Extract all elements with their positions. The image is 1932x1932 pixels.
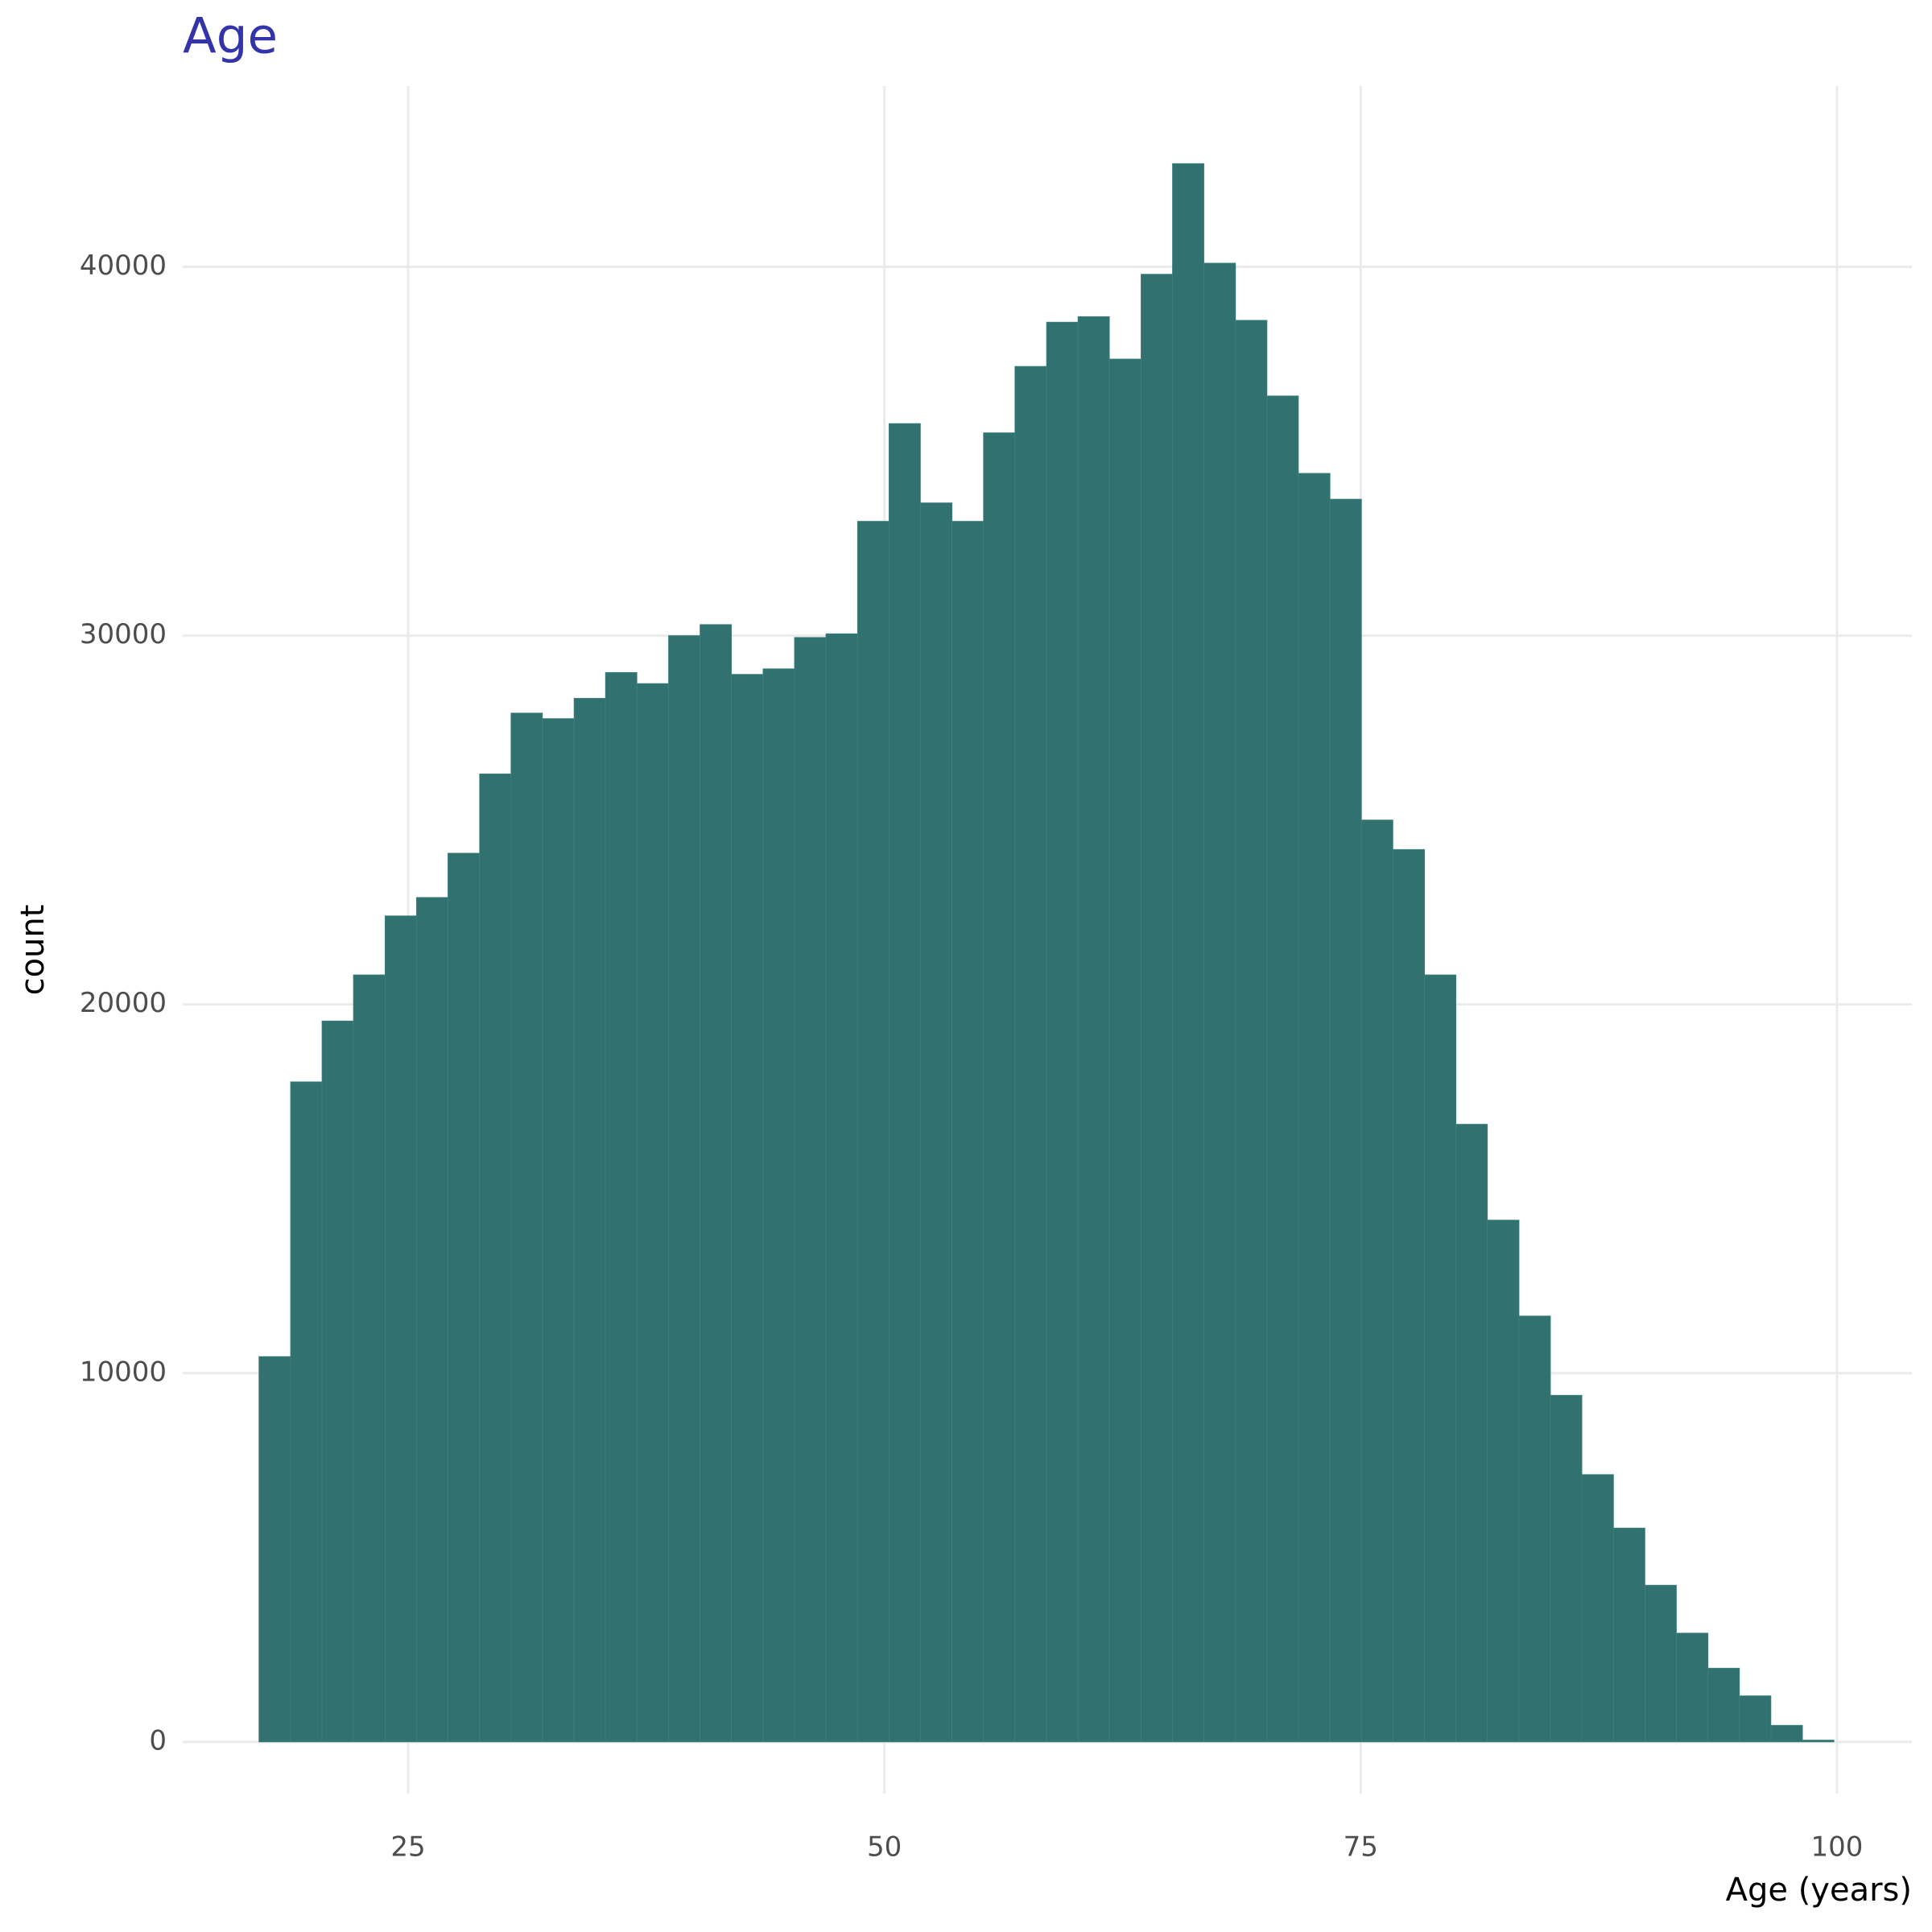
bar (1612, 1527, 1645, 1743)
bar (1077, 316, 1110, 1743)
bar (1581, 1474, 1614, 1743)
bar (1424, 974, 1457, 1743)
bar (415, 897, 448, 1743)
bar (794, 637, 827, 1743)
x-tick-label: 75 (1344, 1831, 1378, 1864)
chart-title: Age (183, 8, 278, 65)
bar (1455, 1124, 1488, 1743)
bar (1203, 262, 1236, 1743)
bar (1172, 163, 1204, 1743)
bar (1014, 365, 1047, 1743)
bar (479, 773, 512, 1743)
y-axis-title: count (14, 905, 52, 996)
y-tick-label: 40000 (80, 250, 167, 282)
bar (1518, 1315, 1551, 1743)
bar (1235, 320, 1268, 1743)
y-tick-label: 20000 (80, 987, 167, 1019)
y-tick-label: 10000 (80, 1356, 167, 1388)
bar (1487, 1220, 1520, 1743)
bar (290, 1081, 323, 1743)
y-tick-label: 0 (149, 1724, 167, 1757)
bar (825, 633, 858, 1743)
bar (762, 668, 795, 1743)
bar (1360, 819, 1393, 1743)
bar (448, 852, 481, 1743)
bar (1645, 1584, 1677, 1743)
bar (636, 683, 669, 1743)
bar (1266, 395, 1299, 1743)
bar (384, 915, 417, 1743)
bar (857, 521, 890, 1743)
bar (983, 432, 1016, 1743)
bar (1298, 473, 1331, 1743)
bar (888, 423, 921, 1743)
bar (510, 712, 543, 1743)
x-axis-title: Age (years) (1726, 1872, 1912, 1909)
bar (952, 521, 985, 1743)
bar (1770, 1724, 1803, 1743)
bar (919, 502, 953, 1743)
bar (1676, 1633, 1709, 1743)
bar (1392, 848, 1426, 1743)
bar (1802, 1740, 1835, 1743)
bar (1329, 498, 1362, 1743)
bar (700, 624, 733, 1743)
bar (1108, 358, 1141, 1743)
y-tick-label: 30000 (80, 618, 167, 650)
bar (573, 698, 606, 1743)
x-tick-label: 50 (867, 1831, 902, 1864)
bar (542, 718, 575, 1743)
bar (1707, 1667, 1740, 1743)
bar (1739, 1695, 1772, 1743)
bar (605, 671, 638, 1743)
bar (668, 635, 700, 1743)
x-tick-label: 25 (390, 1831, 425, 1864)
bar (353, 974, 386, 1743)
bar (731, 674, 764, 1743)
bar (258, 1356, 291, 1743)
bar (1141, 274, 1173, 1743)
bar (321, 1020, 354, 1743)
bar (1550, 1394, 1583, 1743)
x-tick-label: 100 (1811, 1831, 1864, 1864)
bar (1046, 321, 1079, 1743)
